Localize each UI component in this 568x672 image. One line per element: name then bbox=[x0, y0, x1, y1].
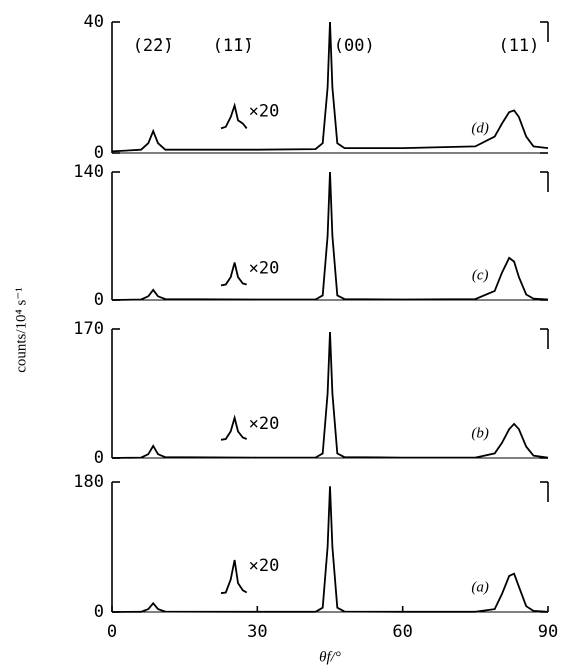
data-line bbox=[111, 171, 549, 301]
data-line bbox=[111, 21, 549, 153]
data-line bbox=[220, 262, 247, 287]
panel-label: (b) bbox=[471, 425, 489, 441]
inset-label: ×20 bbox=[249, 556, 280, 576]
x-tick-label: 90 bbox=[538, 622, 558, 642]
x-tick-label: 30 bbox=[247, 622, 267, 642]
peak-label: (2̄2̄) bbox=[133, 36, 174, 56]
y-tick-label: 0 bbox=[94, 143, 104, 163]
data-line bbox=[220, 559, 248, 595]
y-tick-label: 0 bbox=[94, 448, 104, 468]
peak-label: (00) bbox=[334, 36, 375, 56]
inset-label: ×20 bbox=[249, 102, 280, 122]
x-axis-label: θf/° bbox=[319, 649, 341, 665]
y-axis-label: counts/10⁴ s⁻¹ bbox=[13, 287, 29, 373]
x-tick-label: 60 bbox=[392, 622, 412, 642]
y-tick-label: 170 bbox=[73, 319, 104, 339]
data-line bbox=[220, 414, 248, 441]
y-tick-label: 40 bbox=[84, 12, 104, 32]
peak-label: (1̄1̄) bbox=[213, 36, 254, 56]
peak-label: (11) bbox=[498, 36, 539, 56]
y-tick-label: 0 bbox=[94, 602, 104, 622]
data-line bbox=[220, 102, 248, 130]
panel-label: (c) bbox=[472, 267, 489, 283]
y-tick-label: 0 bbox=[94, 290, 104, 310]
inset-label: ×20 bbox=[249, 259, 280, 279]
panel-label: (d) bbox=[471, 120, 489, 136]
data-line bbox=[111, 331, 549, 459]
x-tick-label: 0 bbox=[107, 622, 117, 642]
y-tick-label: 140 bbox=[73, 162, 104, 182]
y-tick-label: 180 bbox=[73, 472, 104, 492]
inset-label: ×20 bbox=[249, 414, 280, 434]
panel-label: (a) bbox=[471, 579, 489, 595]
data-line bbox=[111, 486, 549, 613]
